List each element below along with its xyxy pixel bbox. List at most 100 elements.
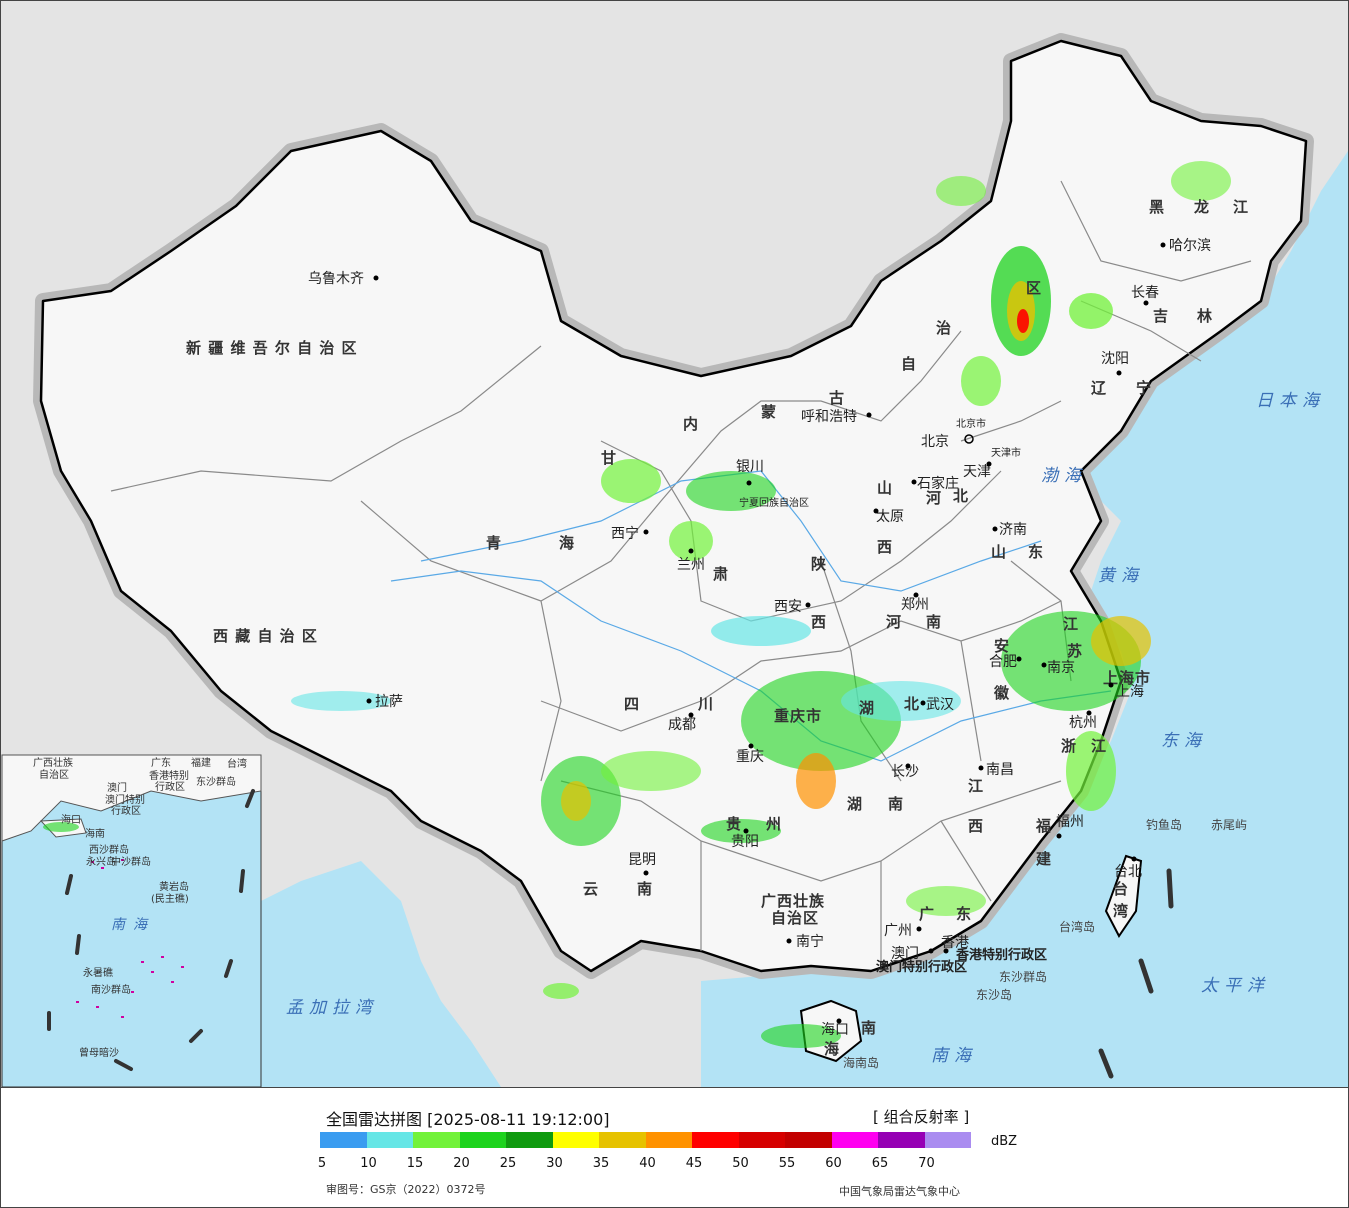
province-label: 东 [1028, 543, 1044, 561]
city-label: 拉萨 [375, 694, 403, 710]
sea-label: 太平洋 [1201, 976, 1270, 996]
city-marker [916, 926, 922, 932]
inset-label: 广西壮族 [33, 756, 73, 769]
city-label: 西安 [774, 599, 802, 615]
city-marker [911, 479, 917, 485]
agency-credit: 中国气象局雷达气象中心 [839, 1185, 960, 1198]
city-label: 长春 [1131, 285, 1159, 301]
bay-of-bengal [261, 861, 501, 1087]
province-label: 江 [1233, 198, 1249, 216]
city-marker [643, 870, 649, 876]
province-label: 贵 [726, 815, 742, 833]
city-marker [748, 743, 754, 749]
province-label: 山 [991, 543, 1007, 561]
city-marker [928, 948, 934, 954]
province-label: 辽 [1091, 379, 1107, 397]
sea-label: 东海 [1161, 731, 1207, 751]
colorbar-tick-label: 35 [592, 1156, 610, 1171]
sea-label: 孟加拉湾 [286, 998, 378, 1018]
inset-label: 南海 [111, 917, 155, 933]
province-label: 区 [1026, 279, 1042, 297]
colorbar-tick-label: 50 [732, 1156, 749, 1171]
city-labels: 乌鲁木齐 拉萨 西宁 兰州 银川 呼和浩特 北京 北京市 天津 天津市 石家庄 … [308, 238, 1211, 1038]
island-label: 钓鱼岛 [1146, 817, 1182, 832]
city-marker [1143, 300, 1149, 306]
city-label: 呼和浩特 [801, 409, 857, 425]
city-marker [1056, 833, 1062, 839]
city-label: 天津 [963, 464, 991, 480]
inset-label: 行政区 [155, 780, 185, 793]
city-label: 兰州 [677, 557, 705, 573]
province-label: 徽 [993, 684, 1010, 702]
province-label: 广 [919, 905, 935, 923]
island-label: 台湾岛 [1059, 919, 1095, 934]
province-label: 西 藏 自 治 区 [213, 627, 318, 645]
province-label: 西 [877, 538, 893, 556]
city-label: 台北 [1114, 864, 1142, 880]
map-svg: 新 疆 维 吾 尔 自 治 区 西 藏 自 治 区 青 海 甘 肃 内 蒙 古 … [1, 1, 1348, 1087]
city-label: 长沙 [891, 764, 919, 780]
radar-mosaic-map: 新 疆 维 吾 尔 自 治 区 西 藏 自 治 区 青 海 甘 肃 内 蒙 古 … [1, 1, 1348, 1088]
province-label: 南 [926, 613, 942, 631]
sea-label: 日本海 [1256, 391, 1325, 411]
colorbar-tick-label: 55 [778, 1156, 796, 1171]
gulf-tonkin [701, 981, 791, 1087]
province-label: 治 [936, 319, 952, 337]
south-china-sea-inset: 广西壮族 自治区 广东 福建 台湾 澳门 香港特别 行政区 澳门特别 行政区 东… [1, 754, 262, 1087]
province-labels: 新 疆 维 吾 尔 自 治 区 西 藏 自 治 区 青 海 甘 肃 内 蒙 古 … [186, 198, 1249, 1058]
province-label: 青 [486, 534, 502, 552]
city-label: 天津市 [991, 446, 1021, 459]
city-label: 广州 [884, 923, 912, 939]
inset-label: 自治区 [39, 768, 69, 781]
city-marker [743, 828, 749, 834]
colorbar-swatch [366, 1132, 413, 1148]
city-label: 福州 [1056, 814, 1084, 830]
city-marker [1016, 656, 1022, 662]
china-land [39, 39, 1308, 973]
province-label: 云 [583, 880, 599, 898]
legend-panel: 全国雷达拼图 [2025-08-11 19:12:00] [ 组合反射率 ] 5… [1, 1088, 1348, 1207]
city-label: 乌鲁木齐 [308, 271, 364, 287]
inset-label: 永暑礁 [83, 966, 113, 979]
colorbar-swatch [320, 1132, 367, 1148]
colorbar-tick-label: 45 [685, 1156, 703, 1171]
province-label: 南 [861, 1019, 877, 1037]
colorbar-swatch [738, 1132, 785, 1148]
city-label: 沈阳 [1101, 351, 1129, 367]
province-label: 北 [953, 487, 969, 505]
city-marker [920, 700, 926, 706]
colorbar-swatch [645, 1132, 692, 1148]
province-label: 四 [624, 695, 640, 713]
pacific-sea [701, 1, 1348, 1087]
inset-label: 曾母暗沙 [79, 1046, 119, 1059]
dbz-colorbar [320, 1132, 971, 1148]
province-label: 新 疆 维 吾 尔 自 治 区 [186, 339, 358, 357]
province-label: 自 [901, 355, 917, 373]
sar-label: 香港特别行政区 [955, 947, 1047, 963]
province-label: 古 [829, 389, 845, 407]
city-marker [688, 548, 694, 554]
radar-echoes [291, 161, 1231, 1048]
city-marker [1116, 370, 1122, 376]
inset-label: 东沙群岛 [196, 775, 236, 788]
colorbar-tick-label: 25 [499, 1156, 517, 1171]
province-label: 肃 [713, 565, 729, 583]
province-label: 内 [683, 415, 699, 433]
city-label: 太原 [876, 509, 904, 525]
colorbar-swatch [599, 1132, 646, 1148]
province-label: 海 [824, 1040, 840, 1058]
province-label: 龙 [1193, 198, 1210, 216]
sea-labels: 日本海 渤海 黄海 东海 太平洋 南海 孟加拉湾 [286, 391, 1325, 1066]
province-label: 重庆市 [774, 707, 822, 725]
city-label: 昆明 [628, 852, 656, 868]
city-marker [805, 602, 811, 608]
inset-label: 海南 [85, 827, 105, 840]
province-label: 西 [968, 817, 984, 835]
city-label: 合肥 [989, 654, 1017, 670]
province-label: 山 [877, 479, 893, 497]
city-label: 石家庄 [917, 475, 959, 492]
province-label: 川 [697, 695, 714, 713]
city-label: 武汉 [926, 697, 954, 713]
island-label: 赤尾屿 [1211, 818, 1247, 832]
province-label: 东 [956, 905, 972, 923]
